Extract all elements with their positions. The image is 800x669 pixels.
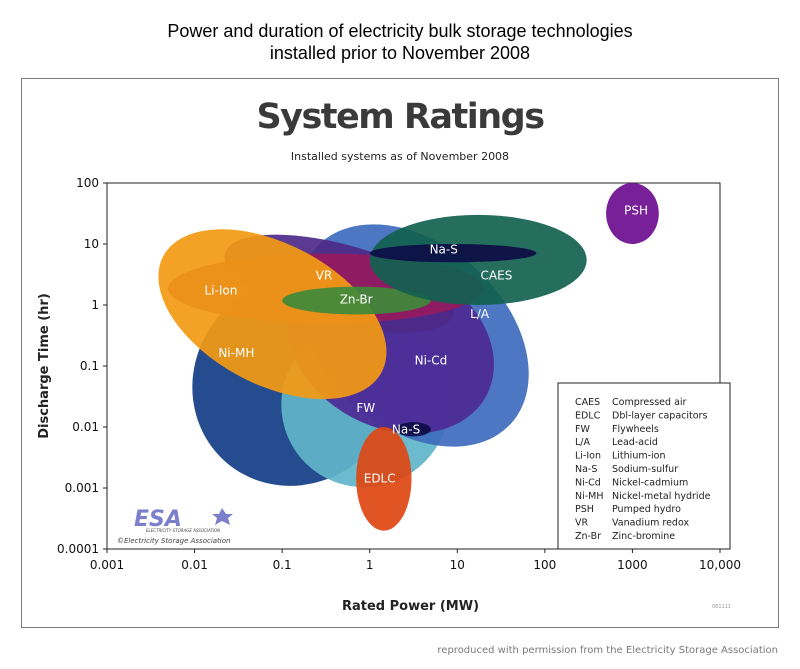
x-tick-label: 100 [533,558,556,572]
region-label-psh: PSH [624,203,648,217]
logo-star-icon [212,508,233,525]
x-tick-label: 0.1 [273,558,292,572]
chart-subtitle: Installed systems as of November 2008 [290,150,510,163]
legend-name-vr: Vanadium redox [612,518,689,529]
region-na-s [396,422,431,437]
permission-credit: reproduced with permission from the Elec… [437,645,778,656]
legend-code-zn-br: Zn-Br [575,531,601,542]
page-title-line-2: installed prior to November 2008 [269,43,531,63]
region-label-ni-cd: Ni-Cd [415,354,448,368]
legend-box [557,382,731,550]
x-tick-label: 10 [450,558,465,572]
legend-code-ni-cd: Ni-Cd [575,477,601,488]
legend-code-na-s: Na-S [575,464,597,475]
region-label-zn-br: Zn-Br [340,293,373,307]
legend-code-fw: FW [575,424,590,435]
legend-code-l-a: L/A [575,437,590,448]
region-edlc [356,427,412,531]
x-tick-label: 10,000 [699,558,741,572]
y-tick-label: 0.0001 [57,542,99,556]
legend-name-psh: Pumped hydro [612,504,681,515]
x-tick-label: 1000 [617,558,648,572]
region-zn-br [282,286,431,315]
legend-code-vr: VR [575,518,588,529]
y-tick-label: 1 [91,298,99,312]
y-tick-label: 100 [76,176,99,190]
region-label-edlc: EDLC [364,472,396,486]
legend-name-zn-br: Zinc-bromine [612,531,675,542]
region-label-vr: VR [316,268,333,282]
region-label-ni-mh: Ni-MH [218,346,254,360]
x-tick-label: 1 [366,558,374,572]
region-label-l-a: L/A [470,307,490,321]
region-label-caes: CAES [481,268,513,282]
region-label-fw: FW [356,401,375,415]
figure-code: 081111 [712,604,731,610]
region-na-s [369,244,537,263]
legend-name-na-s: Sodium-sulfur [612,464,678,475]
chart-title: System Ratings [256,97,545,137]
esa-copyright: ©Electricity Storage Association [117,537,230,545]
region-label-na-s: Na-S [430,242,458,256]
y-axis-title: Discharge Time (hr) [37,293,52,439]
x-tick-label: 0.001 [90,558,124,572]
esa-logo-subtitle: ELECTRICITY STORAGE ASSOCIATION [146,528,220,533]
legend-name-fw: Flywheels [612,424,659,435]
legend-code-edlc: EDLC [575,410,601,421]
legend-name-ni-mh: Nickel-metal hydride [612,491,711,502]
region-label-li-ion: Li-Ion [205,283,238,297]
legend-name-edlc: Dbl-layer capacitors [612,410,707,421]
legend-code-caes: CAES [575,397,600,408]
legend-name-ni-cd: Nickel-cadmium [612,477,688,488]
x-axis-title: Rated Power (MW) [342,599,479,614]
legend-name-l-a: Lead-acid [612,437,658,448]
region-label-na-s: Na-S [392,422,420,436]
region-li-ion [158,229,387,400]
legend-name-caes: Compressed air [612,397,687,408]
y-tick-label: 0.01 [72,420,99,434]
region-psh [606,183,659,244]
legend-code-psh: PSH [575,504,594,515]
y-tick-label: 10 [84,237,99,251]
legend-code-ni-mh: Ni-MH [575,491,604,502]
legend-name-li-ion: Lithium-ion [612,451,666,462]
y-tick-label: 0.001 [65,481,99,495]
legend-code-li-ion: Li-Ion [575,451,601,462]
x-tick-label: 0.01 [181,558,208,572]
esa-logo-text: ESA [134,507,182,532]
page-title-line-1: Power and duration of electricity bulk s… [167,21,633,41]
y-tick-label: 0.1 [80,359,99,373]
